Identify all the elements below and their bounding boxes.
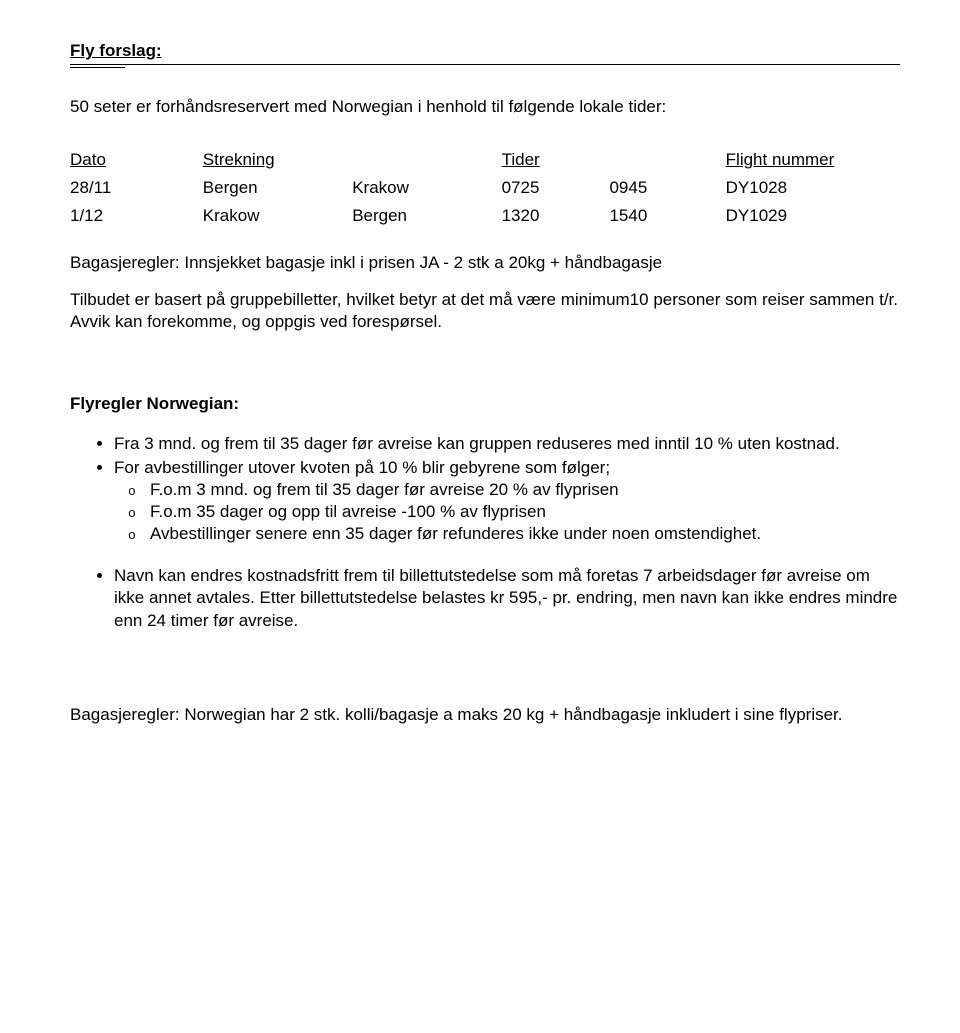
rules-title: Flyregler Norwegian:	[70, 393, 900, 415]
bagasje-line: Bagasjeregler: Innsjekket bagasje inkl i…	[70, 252, 900, 274]
list-item-text: For avbestillinger utover kvoten på 10 %…	[114, 458, 610, 477]
list-item: F.o.m 3 mnd. og frem til 35 dager før av…	[150, 479, 900, 501]
list-item: Avbestillinger senere enn 35 dager før r…	[150, 523, 900, 545]
cell-til: Krakow	[352, 174, 501, 202]
list-item: Fra 3 mnd. og frem til 35 dager før avre…	[114, 433, 900, 455]
cell-t2: 1540	[609, 202, 725, 230]
cell-flight: DY1029	[726, 202, 900, 230]
cell-flight: DY1028	[726, 174, 900, 202]
list-item: F.o.m 35 dager og opp til avreise -100 %…	[150, 501, 900, 523]
list-item: For avbestillinger utover kvoten på 10 %…	[114, 457, 900, 545]
col-strek-spacer	[352, 146, 501, 174]
cell-t2: 0945	[609, 174, 725, 202]
table-row: 28/11 Bergen Krakow 0725 0945 DY1028	[70, 174, 900, 202]
cell-dato: 1/12	[70, 202, 203, 230]
col-flight-header: Flight nummer	[726, 146, 900, 174]
cell-t1: 1320	[502, 202, 610, 230]
footer-text: Bagasjeregler: Norwegian har 2 stk. koll…	[70, 704, 900, 726]
section-title: Fly forslag:	[70, 40, 900, 62]
col-strek-header: Strekning	[203, 146, 352, 174]
cell-dato: 28/11	[70, 174, 203, 202]
cell-til: Bergen	[352, 202, 501, 230]
rules-sublist: F.o.m 3 mnd. og frem til 35 dager før av…	[114, 479, 900, 545]
cell-fra: Krakow	[203, 202, 352, 230]
list-item: Navn kan endres kostnadsfritt frem til b…	[114, 565, 900, 631]
col-dato-header: Dato	[70, 146, 203, 174]
title-rule-short	[70, 67, 125, 68]
rules-list-2: Navn kan endres kostnadsfritt frem til b…	[70, 565, 900, 631]
table-header-row: Dato Strekning Tider Flight nummer	[70, 146, 900, 174]
cell-t1: 0725	[502, 174, 610, 202]
col-tider-spacer	[609, 146, 725, 174]
col-tider-header: Tider	[502, 146, 610, 174]
rules-list: Fra 3 mnd. og frem til 35 dager før avre…	[70, 433, 900, 545]
tilbud-line: Tilbudet er basert på gruppebilletter, h…	[70, 289, 900, 333]
cell-fra: Bergen	[203, 174, 352, 202]
table-row: 1/12 Krakow Bergen 1320 1540 DY1029	[70, 202, 900, 230]
title-rule	[70, 64, 900, 65]
intro-text: 50 seter er forhåndsreservert med Norweg…	[70, 96, 900, 118]
flight-table: Dato Strekning Tider Flight nummer 28/11…	[70, 146, 900, 230]
